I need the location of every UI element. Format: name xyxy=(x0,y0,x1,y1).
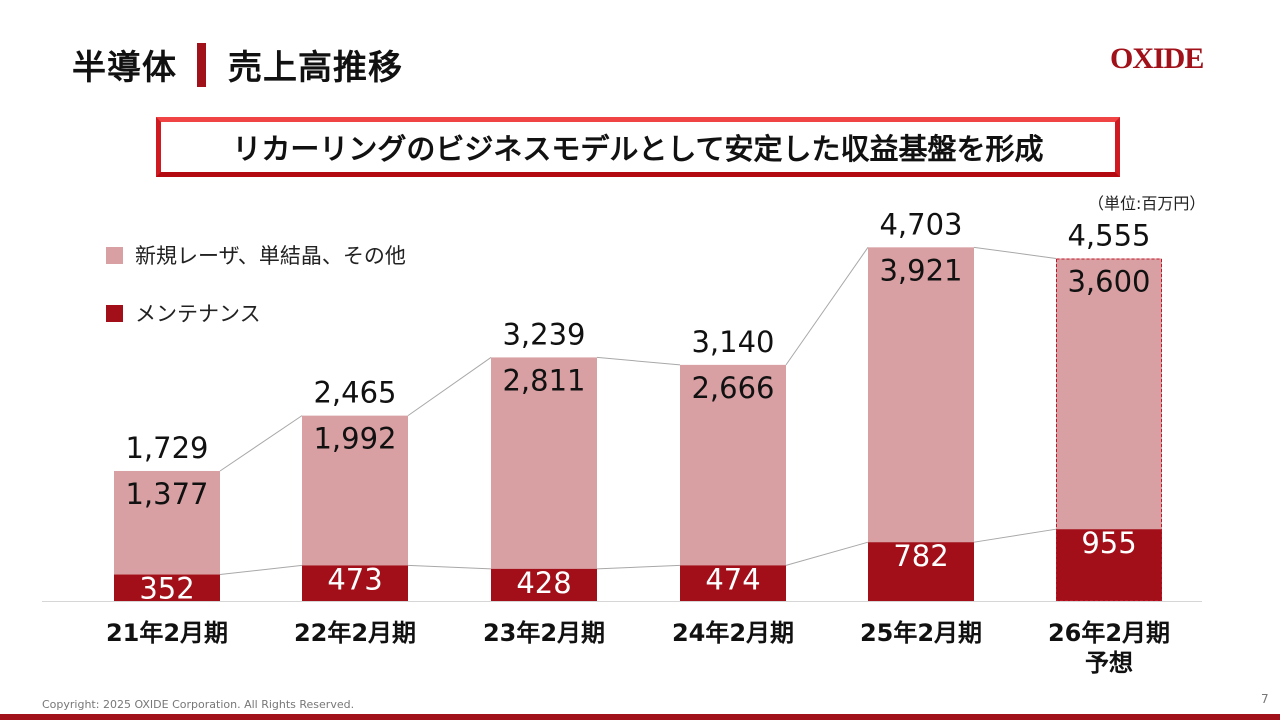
x-axis-label: 22年2月期 xyxy=(293,619,417,647)
bar-segment-maintenance xyxy=(868,542,974,601)
connector-line-maintenance xyxy=(785,541,869,566)
connector-line-maintenance xyxy=(596,564,681,570)
x-axis-label: 25年2月期 xyxy=(859,619,983,647)
label-other: 2,811 xyxy=(502,363,585,397)
connector-line-total xyxy=(596,356,681,366)
legend-item-new-laser: 新規レーザ、単結晶、その他 xyxy=(106,240,406,270)
title-segment: 半導体 xyxy=(72,48,177,88)
headline-box: リカーリングのビジネスモデルとして安定した収益基盤を形成 xyxy=(156,117,1120,177)
label-maintenance: 955 xyxy=(1081,526,1136,560)
bar-segment-other xyxy=(491,357,597,569)
label-other: 1,992 xyxy=(313,422,396,456)
label-maintenance: 782 xyxy=(893,539,948,573)
bar-segment-other xyxy=(1056,258,1162,530)
connector-line-total xyxy=(785,247,869,366)
title-divider xyxy=(197,42,206,87)
unit-label: （単位:百万円） xyxy=(1088,194,1206,213)
title-topic: 売上高推移 xyxy=(228,48,403,88)
connector-line-total xyxy=(973,246,1057,259)
label-maintenance: 473 xyxy=(327,562,382,596)
label-total: 3,239 xyxy=(502,317,585,351)
bar-segment-maintenance xyxy=(491,568,597,601)
footer-bar xyxy=(0,714,1280,720)
headline-text: リカーリングのビジネスモデルとして安定した収益基盤を形成 xyxy=(232,132,1044,166)
x-axis-label: 23年2月期 xyxy=(482,619,606,647)
bar-segment-maintenance xyxy=(302,565,408,601)
legend-swatch-new-laser xyxy=(106,246,123,264)
bar-segment-maintenance xyxy=(1056,529,1162,601)
legend-swatch-maintenance xyxy=(106,304,123,322)
connector-line-total xyxy=(407,357,492,417)
label-other: 3,921 xyxy=(879,253,962,287)
legend-label: 新規レーザ、単結晶、その他 xyxy=(135,244,406,268)
bar-segment-other xyxy=(302,415,408,566)
bar-segment-other xyxy=(868,247,974,543)
label-maintenance: 428 xyxy=(516,566,571,600)
connector-line-maintenance xyxy=(973,528,1057,543)
label-other: 3,600 xyxy=(1067,264,1150,298)
x-axis-label: 26年2月期 予想 xyxy=(1047,619,1171,677)
copyright-text: Copyright: 2025 OXIDE Corporation. All R… xyxy=(42,698,355,711)
label-total: 3,140 xyxy=(691,325,774,359)
x-axis-label: 24年2月期 xyxy=(671,619,795,647)
label-total: 4,703 xyxy=(879,207,962,241)
bar-segment-other xyxy=(680,364,786,566)
label-total: 2,465 xyxy=(313,376,396,410)
bar-segment-other xyxy=(114,470,220,575)
label-other: 2,666 xyxy=(691,371,774,405)
forecast-outline xyxy=(1056,258,1162,601)
label-total: 4,555 xyxy=(1067,218,1150,252)
page-number: 7 xyxy=(1261,692,1269,706)
connector-line-total xyxy=(219,415,303,472)
label-maintenance: 474 xyxy=(705,562,760,596)
legend-label: メンテナンス xyxy=(135,302,261,326)
bar-segment-maintenance xyxy=(114,574,220,601)
bar-segment-maintenance xyxy=(680,565,786,601)
company-logo: OXIDE xyxy=(1110,42,1204,75)
page-title: 半導体 売上高推移 xyxy=(72,40,403,89)
label-other: 1,377 xyxy=(125,477,208,511)
label-maintenance: 352 xyxy=(139,572,194,606)
legend-item-maintenance: メンテナンス xyxy=(106,298,261,328)
connector-line-maintenance xyxy=(407,564,492,570)
label-total: 1,729 xyxy=(125,431,208,465)
x-axis-label: 21年2月期 xyxy=(105,619,229,647)
connector-line-maintenance xyxy=(219,564,303,576)
